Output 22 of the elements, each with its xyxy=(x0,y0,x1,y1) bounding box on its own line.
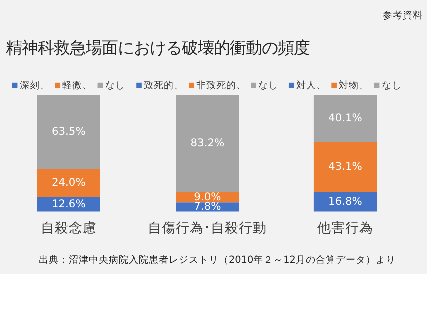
text: 参考資料 xyxy=(383,10,424,22)
data-label: 12.6% xyxy=(52,197,86,210)
x-tick-label: 自殺念慮 xyxy=(40,220,97,237)
x-tick-label: 他害行為 xyxy=(317,220,374,237)
x-tick-label: 自傷行為･自殺行動 xyxy=(148,220,268,237)
data-label: 83.2% xyxy=(190,136,225,150)
legend-label: 対人、 xyxy=(296,79,326,92)
legend-label: なし xyxy=(105,80,126,92)
data-label: 63.5% xyxy=(52,125,86,138)
legend-label: なし xyxy=(258,80,279,92)
data-label: 24.0% xyxy=(52,176,86,190)
legend-label: 致死的、 xyxy=(144,80,184,92)
legend-label: 軽微、 xyxy=(62,80,93,92)
legend-label: 対物、 xyxy=(339,79,370,92)
legend-label: なし xyxy=(382,80,402,92)
legend-label: 非致死的、 xyxy=(196,79,247,92)
text: 精神科救急場面における破壊的衝動の頻度 xyxy=(6,38,310,58)
data-label: 40.1% xyxy=(328,112,362,125)
data-label: 16.8% xyxy=(328,194,362,208)
legend-label: 深刻、 xyxy=(20,79,50,92)
data-label: 43.1% xyxy=(328,160,362,173)
source-note: 出典：沼津中央病院入院患者レジストリ（2010年２～12月の合算データ）より xyxy=(38,254,396,266)
